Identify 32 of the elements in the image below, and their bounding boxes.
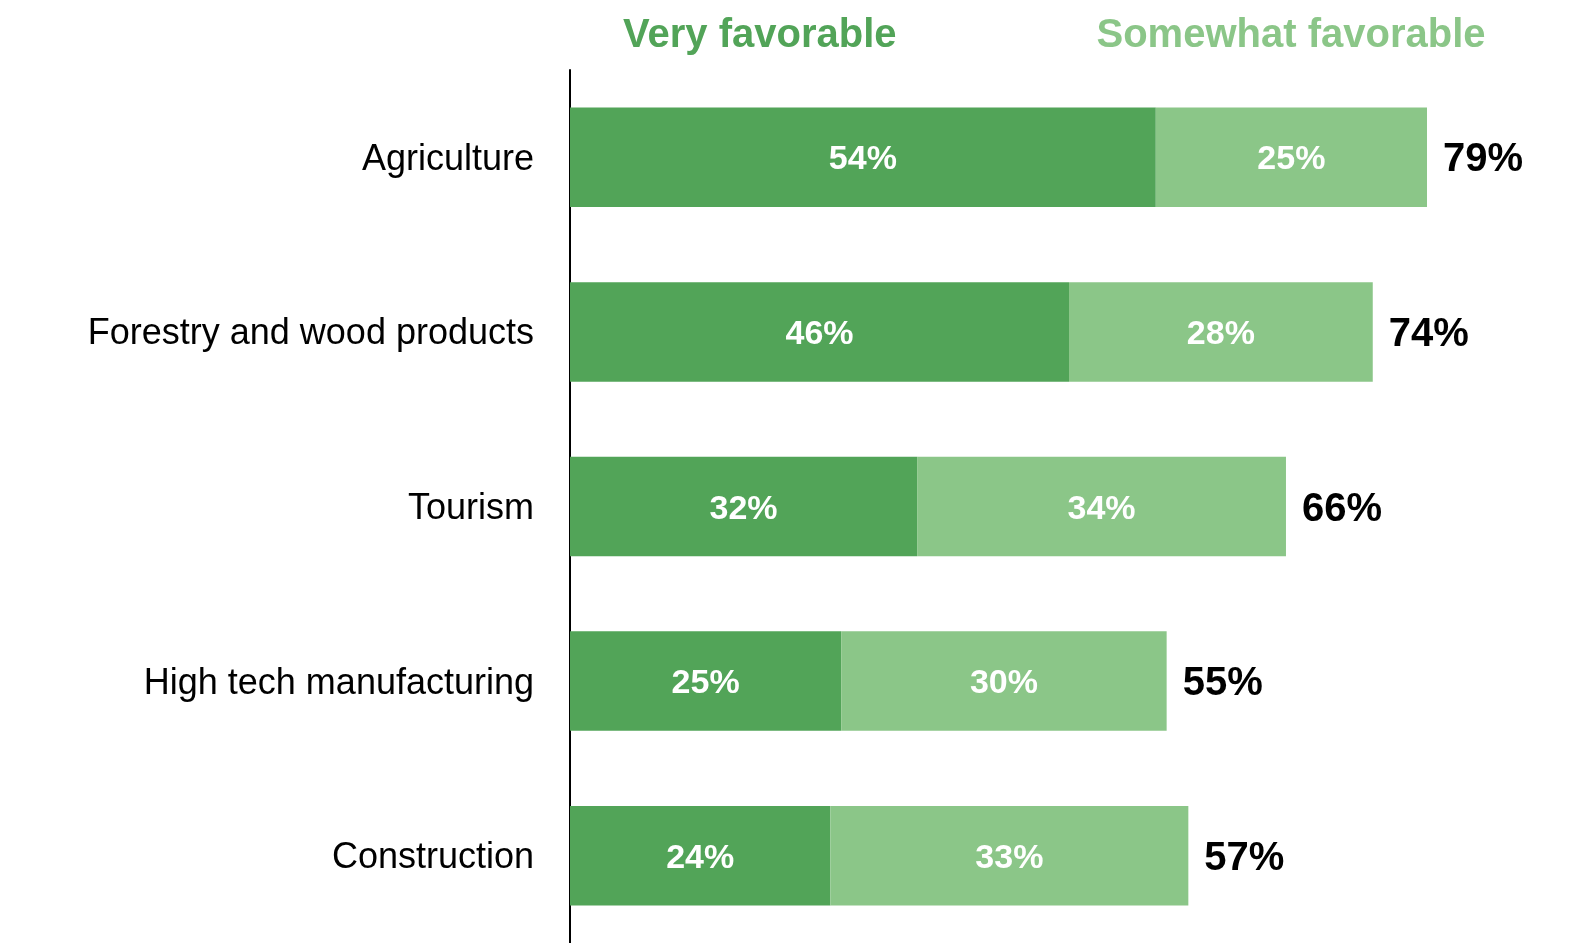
- bar: [570, 631, 842, 731]
- total-label: 66%: [1301, 484, 1383, 529]
- y-tick-label: High tech manufacturing: [143, 660, 534, 702]
- bar: [570, 107, 1156, 208]
- total-label: 57%: [1204, 833, 1285, 878]
- y-tick-label: Agriculture: [361, 136, 534, 178]
- data-label: 34%: [1067, 487, 1136, 526]
- y-tick-label: Construction: [331, 835, 534, 877]
- data-label: 46%: [785, 312, 854, 351]
- data-label: 25%: [671, 662, 740, 701]
- series-label: Very favorable: [623, 11, 897, 55]
- bar: [917, 456, 1286, 557]
- total-label: 55%: [1182, 659, 1263, 704]
- total-label: 74%: [1388, 309, 1469, 354]
- data-label: 32%: [709, 487, 778, 526]
- data-label: 33%: [975, 836, 1044, 875]
- y-tick-label: Tourism: [407, 486, 534, 527]
- bar: [1155, 107, 1427, 208]
- bar: [570, 282, 1070, 382]
- bar: [841, 631, 1167, 731]
- bar: [830, 805, 1189, 906]
- bar: [1069, 282, 1373, 382]
- data-label: 24%: [666, 836, 735, 875]
- bar: [570, 456, 918, 557]
- series-label: Somewhat favorable: [1096, 11, 1486, 55]
- data-label: 25%: [1257, 138, 1326, 177]
- data-label: 28%: [1186, 312, 1255, 351]
- data-label: 30%: [969, 662, 1038, 701]
- data-label: 54%: [828, 138, 897, 177]
- y-tick-label: Forestry and wood products: [87, 311, 534, 353]
- bar: [570, 805, 831, 906]
- total-label: 79%: [1443, 135, 1524, 180]
